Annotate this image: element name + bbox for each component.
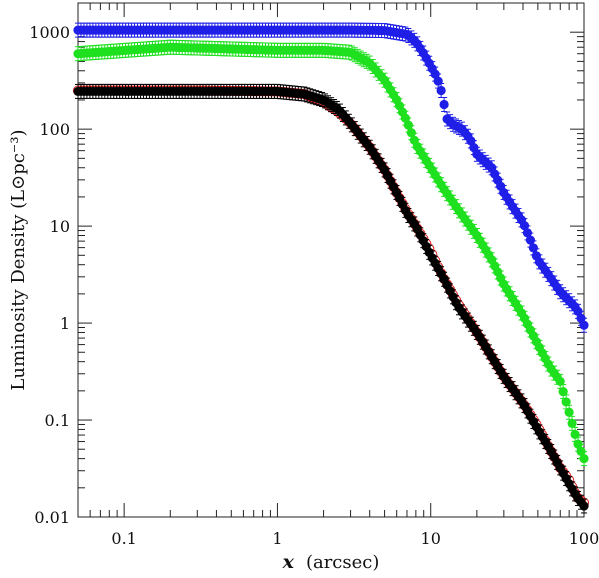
data-point: [555, 376, 565, 386]
x-tick-label: 100: [569, 529, 599, 548]
data-series: [72, 22, 590, 514]
y-tick-labels: 0.01 0.1 1 10 100 1000: [29, 23, 70, 527]
data-point: [528, 243, 539, 253]
y-tick-label: 100: [39, 120, 70, 139]
y-tick-label: 1: [60, 314, 70, 333]
data-point: [436, 85, 446, 96]
data-point: [558, 386, 568, 397]
y-tick-label: 1000: [29, 23, 70, 42]
series-1: [73, 39, 589, 467]
plot-frame: [77, 2, 585, 518]
data-point: [567, 418, 577, 428]
data-point: [403, 120, 413, 130]
y-tick-label: 10: [50, 217, 70, 236]
series-3: [73, 83, 589, 514]
minor-ticks: [77, 2, 584, 517]
major-ticks: [78, 3, 585, 518]
data-point: [564, 407, 574, 417]
data-point: [525, 235, 536, 245]
x-axis-label: x (arcsec): [282, 551, 380, 573]
data-point: [406, 128, 416, 138]
y-tick-label: 0.1: [45, 411, 70, 430]
y-axis-label: Luminosity Density (L⊙pc⁻³): [8, 129, 29, 390]
x-tick-labels: 0.1 1 10 100: [111, 529, 599, 548]
data-point: [439, 99, 449, 110]
x-axis-unit: (arcsec): [306, 552, 379, 573]
x-axis-symbol: x: [282, 551, 295, 573]
x-tick-label: 0.1: [111, 529, 136, 548]
x-tick-label: 1: [272, 529, 282, 548]
data-point: [579, 454, 589, 464]
x-tick-label: 10: [421, 529, 441, 548]
series-0: [73, 22, 589, 333]
data-point: [579, 320, 589, 330]
y-tick-label: 0.01: [34, 508, 70, 527]
data-point: [579, 501, 589, 511]
data-point: [561, 397, 571, 407]
